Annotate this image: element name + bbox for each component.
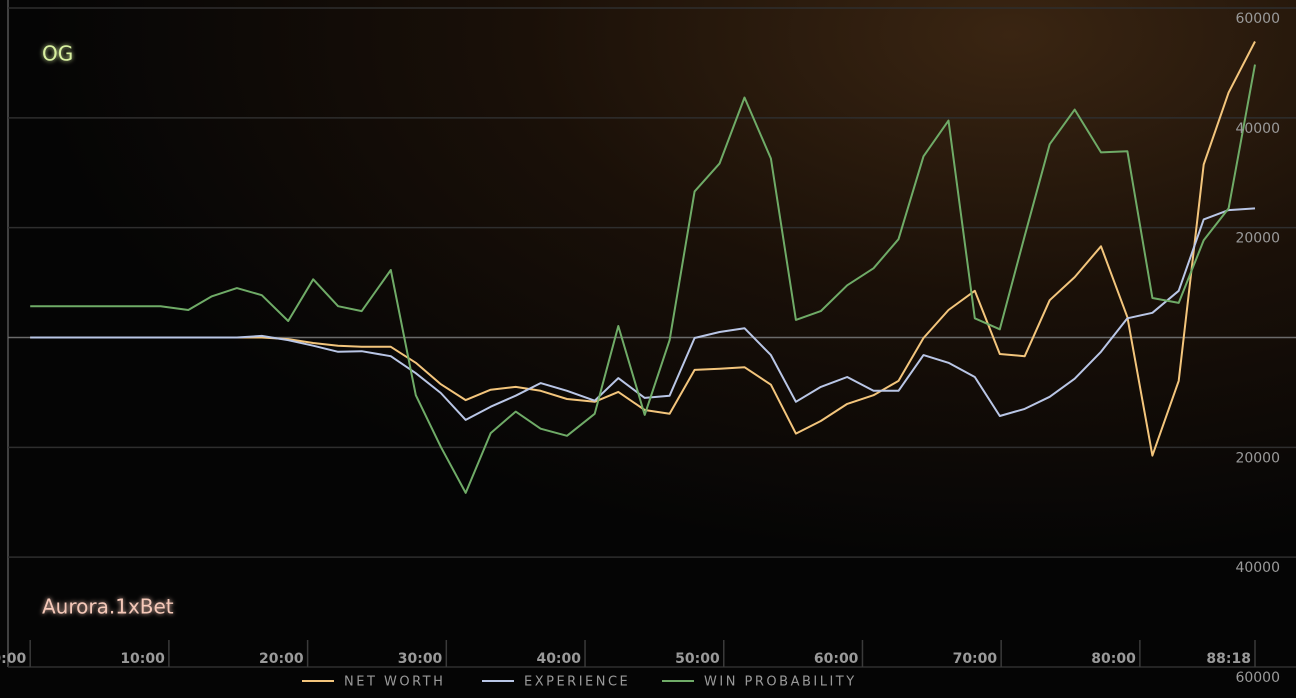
team-label-top: OG bbox=[42, 42, 73, 66]
x-tick-label: 60:00 bbox=[814, 651, 859, 667]
x-tick-label: 88:18 bbox=[1206, 651, 1251, 667]
y-tick-label: 40000 bbox=[1235, 121, 1280, 137]
x-tick-label: 0:00 bbox=[0, 651, 26, 667]
y-tick-label: 20000 bbox=[1235, 231, 1280, 247]
x-tick-label: 10:00 bbox=[120, 651, 165, 667]
legend-label: NET WORTH bbox=[344, 675, 445, 690]
team-label-bottom: Aurora.1xBet bbox=[42, 595, 174, 619]
legend-label: EXPERIENCE bbox=[524, 675, 630, 690]
x-tick-label: 70:00 bbox=[953, 651, 998, 667]
y-tick-label: 40000 bbox=[1235, 560, 1280, 576]
series-line bbox=[30, 207, 1256, 421]
x-tick-label: 20:00 bbox=[259, 651, 304, 667]
x-tick-label: 80:00 bbox=[1091, 651, 1136, 667]
y-tick-label: 60000 bbox=[1235, 11, 1280, 27]
x-tick-label: 40:00 bbox=[536, 651, 581, 667]
series-line bbox=[30, 64, 1256, 494]
x-tick-label: 30:00 bbox=[398, 651, 443, 667]
y-tick-label: 20000 bbox=[1235, 450, 1280, 466]
x-tick-label: 50:00 bbox=[675, 651, 720, 667]
legend-label: WIN PROBABILITY bbox=[704, 675, 857, 690]
y-tick-label: 60000 bbox=[1235, 670, 1280, 686]
